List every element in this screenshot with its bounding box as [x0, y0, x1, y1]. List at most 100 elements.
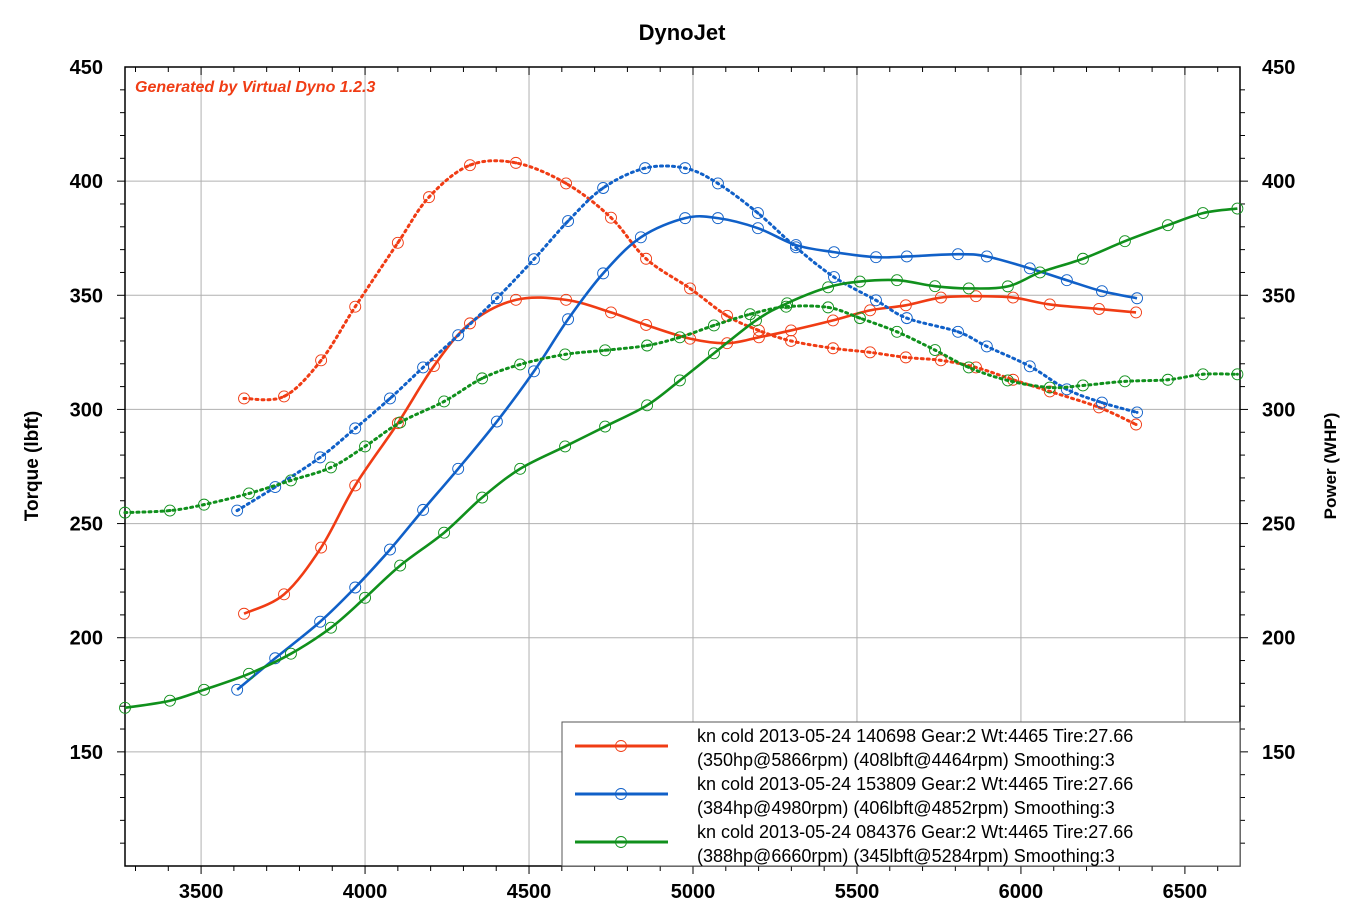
torque-point-dot	[353, 305, 357, 309]
torque-point	[980, 340, 993, 353]
watermark: Generated by Virtual Dyno 1.2.3	[135, 79, 375, 96]
power-point	[278, 588, 291, 601]
torque-point-dot	[456, 333, 460, 337]
x-tick-label: 4000	[343, 881, 388, 903]
y-tick-label-left: 150	[70, 742, 103, 764]
torque-point	[641, 339, 654, 352]
torque-point-dot	[644, 257, 648, 261]
torque-point	[464, 159, 476, 172]
torque-point-dot	[756, 211, 760, 215]
power-point	[1034, 266, 1046, 279]
power-point	[119, 701, 131, 714]
torque-point	[640, 252, 653, 265]
torque-point	[853, 312, 866, 325]
torque-point-dot	[933, 348, 937, 352]
power-point	[394, 559, 407, 572]
torque-point	[490, 292, 503, 305]
torque-point-dot	[363, 444, 367, 448]
chart-title: DynoJet	[639, 20, 726, 45]
x-tick-label: 3500	[179, 881, 224, 903]
torque-point	[324, 461, 337, 474]
power-point	[1231, 202, 1244, 215]
power-point	[1023, 262, 1036, 275]
power-point	[1076, 252, 1089, 265]
torque-point	[119, 506, 131, 519]
torque-point-dot	[826, 305, 830, 309]
torque-point-dot	[247, 491, 251, 495]
grid	[125, 67, 1240, 866]
power-point	[417, 503, 430, 516]
power-point	[597, 267, 610, 280]
power-point	[891, 274, 903, 287]
torque-point	[1231, 368, 1244, 381]
power-point	[952, 248, 964, 261]
torque-point	[243, 487, 255, 500]
power-point	[679, 212, 692, 225]
torque-point	[163, 504, 176, 517]
power-point	[1161, 219, 1174, 232]
power-point	[864, 304, 877, 317]
power-point	[464, 317, 476, 330]
torque-point	[1001, 374, 1014, 387]
y-tick-label-right: 400	[1262, 171, 1295, 193]
torque-point	[514, 358, 527, 371]
power-point	[527, 365, 540, 378]
torque-point-dot	[956, 330, 960, 334]
torque-point	[684, 282, 696, 295]
torque-point	[934, 354, 947, 367]
power-point	[751, 222, 764, 235]
power-point	[438, 526, 451, 539]
power-point	[962, 282, 975, 295]
torque-point	[708, 319, 720, 332]
torque-point-dot	[563, 352, 567, 356]
torque-point	[605, 211, 617, 224]
torque-point	[952, 325, 964, 338]
torque-point-dot	[683, 166, 687, 170]
power-point	[238, 607, 250, 620]
torque-point	[349, 300, 362, 313]
torque-point-dot	[643, 166, 647, 170]
y-tick-label-right: 350	[1262, 285, 1295, 307]
power-point	[970, 290, 982, 303]
torque-point	[1196, 368, 1209, 381]
torque-point	[597, 182, 610, 194]
torque-point-dot	[289, 478, 293, 482]
torque-point	[278, 390, 291, 403]
torque-point-dot	[748, 312, 752, 316]
torque-point	[1131, 406, 1143, 419]
power-point	[324, 621, 337, 634]
power-point	[349, 581, 362, 594]
power-point	[243, 667, 255, 680]
torque-point-dot	[904, 355, 908, 359]
power-point	[673, 374, 686, 387]
run-2	[231, 162, 1143, 696]
torque-point-dot	[566, 219, 570, 223]
torque-point-dot	[645, 344, 649, 348]
power-point	[1093, 303, 1105, 315]
torque-point-dot	[388, 396, 392, 400]
power-point	[708, 347, 720, 360]
power-point	[284, 647, 297, 660]
torque-point	[1095, 396, 1108, 409]
x-tick-label: 6500	[1163, 881, 1208, 903]
torque-point	[391, 236, 404, 249]
power-point	[980, 250, 993, 263]
legend-swatch-marker	[615, 740, 627, 752]
torque-point	[899, 351, 912, 364]
torque-point-dot	[1006, 378, 1010, 382]
power-point	[752, 331, 765, 344]
torque-point-dot	[609, 216, 613, 220]
torque-point	[1043, 381, 1056, 394]
torque-point	[1043, 385, 1056, 398]
power-line	[236, 214, 1138, 691]
y-tick-label-right: 250	[1262, 514, 1295, 536]
torque-point-dot	[868, 350, 872, 354]
power-point	[490, 415, 503, 428]
torque-point-dot	[396, 241, 400, 245]
torque-point-dot	[1201, 372, 1205, 376]
torque-point-dot	[874, 298, 878, 302]
y-tick-label-left: 400	[70, 171, 103, 193]
power-point	[785, 324, 797, 337]
run-3	[119, 202, 1244, 714]
x-tick-label: 6000	[999, 881, 1044, 903]
